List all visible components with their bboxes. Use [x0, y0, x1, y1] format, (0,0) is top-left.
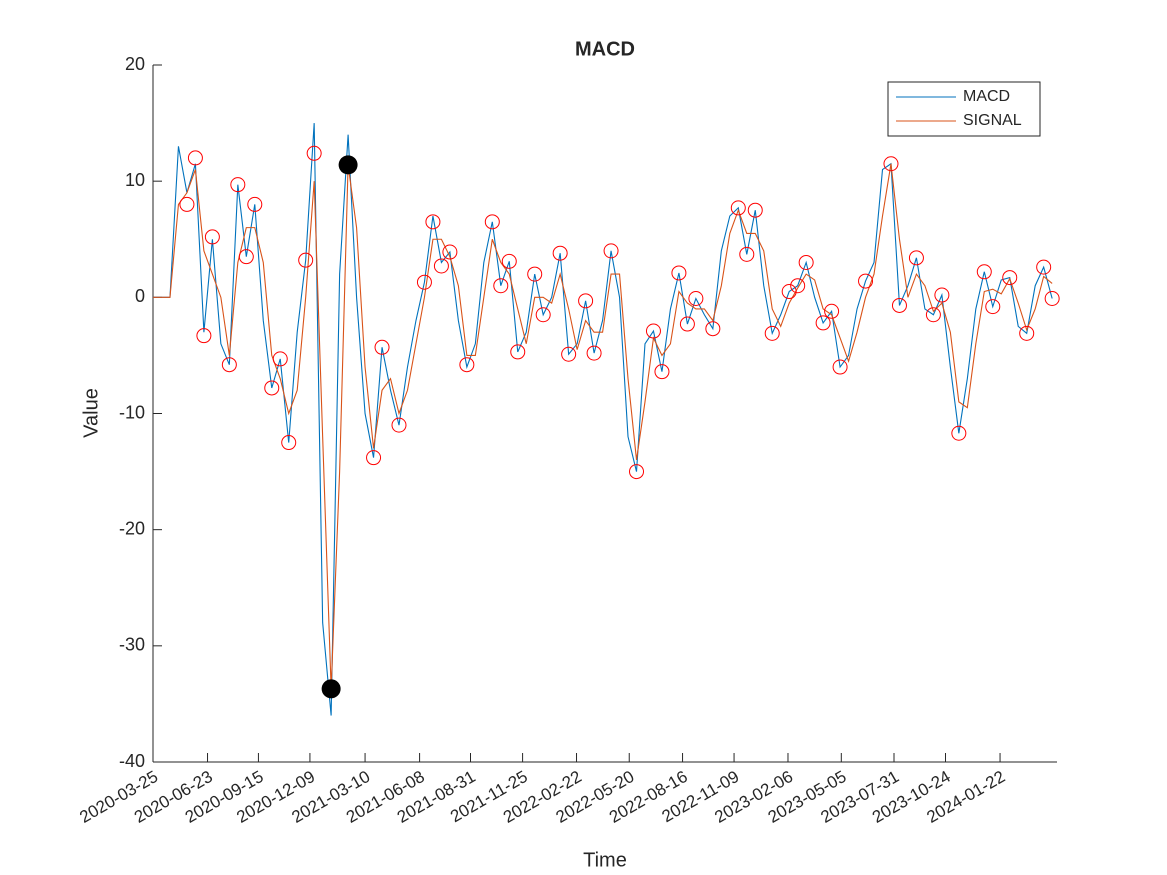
crossover-marker	[442, 244, 458, 260]
crossover-marker	[238, 249, 254, 265]
crossover-marker	[306, 145, 322, 161]
crossover-marker	[654, 364, 670, 380]
crossover-marker	[908, 250, 924, 266]
crossover-marker	[781, 284, 797, 300]
y-tick-label: 10	[125, 170, 145, 190]
crossover-marker	[272, 351, 288, 367]
crossover-marker	[883, 156, 899, 172]
crossover-marker	[204, 229, 220, 245]
crossover-marker	[603, 243, 619, 259]
crossover-marker	[1036, 259, 1052, 275]
crossover-marker	[425, 214, 441, 230]
crossover-marker	[645, 323, 661, 339]
crossover-marker	[510, 344, 526, 360]
crossover-marker	[824, 303, 840, 319]
crossover-marker	[578, 293, 594, 309]
crossover-marker	[230, 177, 246, 193]
crossover-marker	[247, 196, 263, 212]
crossover-marker	[433, 258, 449, 274]
crossover-marker	[281, 435, 297, 451]
crossover-marker	[705, 321, 721, 337]
crossover-marker	[798, 254, 814, 270]
crossover-marker	[976, 264, 992, 280]
crossover-marker	[586, 345, 602, 361]
crossover-marker	[501, 253, 517, 269]
crossover-marker	[196, 328, 212, 344]
crossover-marker	[527, 266, 543, 282]
crossover-marker	[187, 150, 203, 166]
crossover-marker	[535, 307, 551, 323]
legend-box	[887, 81, 1041, 137]
crossover-marker	[416, 274, 432, 290]
legend-label: MACD	[963, 88, 1010, 105]
crossover-marker	[688, 290, 704, 306]
crossover-marker	[374, 339, 390, 355]
crossover-marker	[484, 214, 500, 230]
crossover-marker	[1044, 290, 1060, 306]
y-tick-label: -20	[119, 518, 145, 538]
crossover-marker	[179, 196, 195, 212]
crossover-marker	[730, 200, 746, 216]
crossover-marker	[671, 265, 687, 281]
crossover-marker	[459, 357, 475, 373]
extreme-marker	[321, 679, 341, 699]
crossover-marker	[552, 245, 568, 261]
crossover-marker	[679, 316, 695, 332]
crossover-marker	[858, 273, 874, 289]
crossover-marker	[264, 380, 280, 396]
y-tick-label: 0	[135, 286, 145, 306]
crossover-marker	[747, 202, 763, 218]
y-tick-label: 20	[125, 54, 145, 74]
crossover-marker	[221, 357, 237, 373]
y-tick-label: -40	[119, 751, 145, 771]
y-tick-label: -30	[119, 635, 145, 655]
crossover-marker	[951, 425, 967, 441]
crossover-marker	[1002, 270, 1018, 286]
crossover-marker	[925, 307, 941, 323]
crossover-marker	[891, 297, 907, 313]
crossover-marker	[561, 346, 577, 362]
crossover-marker	[832, 359, 848, 375]
crossover-marker	[1019, 325, 1035, 341]
y-axis-label: Value	[80, 388, 102, 438]
extreme-marker	[338, 155, 358, 175]
series-line	[153, 163, 1053, 689]
crossover-marker	[739, 246, 755, 262]
crossover-marker	[985, 299, 1001, 315]
crossover-marker	[493, 278, 509, 294]
crossover-marker	[790, 278, 806, 294]
crossover-marker	[366, 450, 382, 466]
chart-title: MACD	[575, 38, 635, 60]
crossover-marker	[764, 325, 780, 341]
crossover-marker	[391, 417, 407, 433]
crossover-marker	[815, 315, 831, 331]
crossover-marker	[934, 287, 950, 303]
crossover-marker	[298, 252, 314, 268]
crossover-marker	[629, 464, 645, 480]
y-tick-label: -10	[119, 402, 145, 422]
x-axis-label: Time	[583, 849, 627, 871]
legend-label: SIGNAL	[963, 112, 1022, 129]
